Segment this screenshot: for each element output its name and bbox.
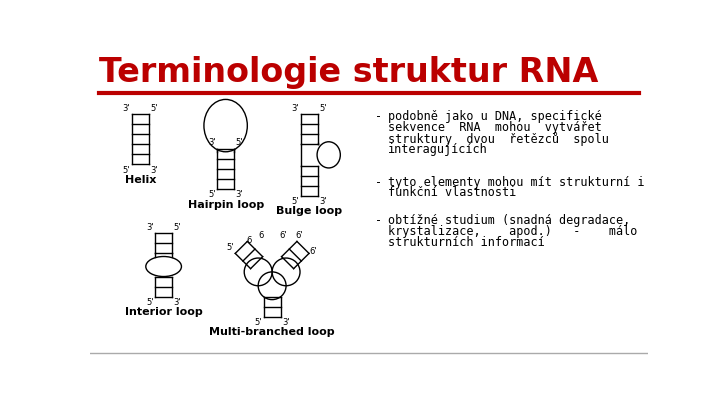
Text: podobně jako u DNA, specifické: podobně jako u DNA, specifické: [388, 110, 602, 123]
Text: Interior loop: Interior loop: [125, 307, 202, 318]
Text: 3': 3': [174, 298, 181, 307]
Text: interagujících: interagujících: [388, 143, 488, 156]
Text: 5': 5': [174, 223, 181, 232]
Text: 6': 6': [310, 247, 318, 256]
Text: 6: 6: [258, 230, 264, 240]
Text: 5': 5': [292, 197, 300, 206]
Text: 5': 5': [226, 243, 234, 252]
Text: Multi-branched loop: Multi-branched loop: [210, 327, 335, 337]
Text: 3': 3': [282, 318, 290, 327]
Text: Terminologie struktur RNA: Terminologie struktur RNA: [99, 56, 598, 89]
Text: 3': 3': [320, 197, 327, 206]
Text: krystalizace,    apod.)   -    málo: krystalizace, apod.) - málo: [388, 225, 638, 238]
Text: Bulge loop: Bulge loop: [276, 207, 343, 216]
Text: 5': 5': [255, 318, 262, 327]
Text: strukturních informací: strukturních informací: [388, 236, 545, 249]
Text: Helix: Helix: [125, 175, 156, 185]
Text: obtížné studium (snadná degradace,: obtížné studium (snadná degradace,: [388, 214, 631, 227]
Text: 3': 3': [146, 223, 153, 232]
Text: 5': 5': [208, 190, 215, 199]
Text: 3': 3': [150, 166, 158, 175]
Text: tyto elementy mohou mít strukturní i: tyto elementy mohou mít strukturní i: [388, 176, 645, 189]
Text: 5': 5': [320, 104, 327, 113]
Text: -: -: [375, 214, 382, 227]
Text: 3': 3': [208, 138, 215, 147]
Text: 3': 3': [122, 104, 130, 113]
Text: funkční vlastnosti: funkční vlastnosti: [388, 186, 517, 199]
Text: 6': 6': [295, 231, 303, 240]
Text: Hairpin loop: Hairpin loop: [187, 200, 264, 209]
Text: 5': 5': [150, 104, 158, 113]
Text: -: -: [375, 176, 382, 189]
Text: 5': 5': [123, 166, 130, 175]
Text: 6': 6': [279, 230, 287, 240]
Text: 3': 3': [292, 104, 300, 113]
Text: 6: 6: [246, 235, 251, 245]
Text: -: -: [375, 110, 382, 123]
Text: 5': 5': [235, 138, 243, 147]
Text: sekvence  RNA  mohou  vytvářet: sekvence RNA mohou vytvářet: [388, 121, 602, 134]
Text: 3': 3': [235, 190, 243, 199]
Text: struktury  dvou  řetězců  spolu: struktury dvou řetězců spolu: [388, 132, 609, 146]
Text: 5': 5': [146, 298, 153, 307]
